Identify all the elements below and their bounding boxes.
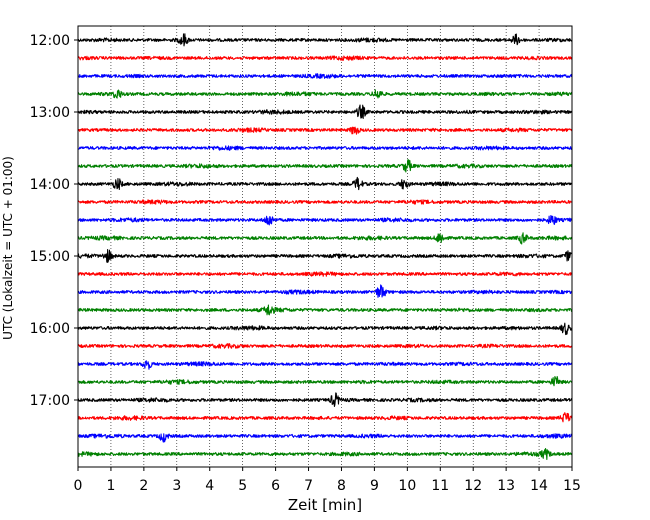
seismogram-trace-1715 <box>77 412 573 423</box>
y-axis-ticks: 12:00 13:00 14:00 15:00 16:00 17:00 <box>30 33 78 409</box>
y-axis-label: UTC (Lokalzeit = UTC + 01:00) <box>1 156 15 340</box>
y-tick-label: 12:00 <box>30 33 70 49</box>
seismogram-trace-1215 <box>77 55 573 61</box>
seismogram-trace-1700 <box>77 392 573 408</box>
x-tick-label: 7 <box>304 478 313 494</box>
x-tick-label: 14 <box>530 478 548 494</box>
x-tick-label: 2 <box>139 478 148 494</box>
seismogram-trace-1645 <box>77 375 573 387</box>
seismogram-trace-1500 <box>77 249 573 264</box>
x-tick-label: 8 <box>337 478 346 494</box>
seismogram-trace-1745 <box>77 447 573 460</box>
seismogram-trace-1200 <box>77 33 573 47</box>
seismogram-trace-1630 <box>77 360 573 370</box>
x-axis-label: Zeit [min] <box>288 496 362 514</box>
seismogram-trace-1415 <box>77 199 573 205</box>
y-tick-label: 14:00 <box>30 177 70 193</box>
seismogram-trace-1445 <box>77 232 573 245</box>
y-tick-label: 15:00 <box>30 249 70 265</box>
seismogram-traces <box>77 33 573 460</box>
x-tick-label: 0 <box>74 478 83 494</box>
seismogram-trace-1230 <box>77 73 573 79</box>
y-tick-label: 17:00 <box>30 393 70 409</box>
x-tick-label: 12 <box>464 478 482 494</box>
seismogram-trace-1430 <box>77 215 573 226</box>
y-tick-label: 13:00 <box>30 105 70 121</box>
x-tick-label: 11 <box>431 478 449 494</box>
seismogram-trace-1400 <box>77 176 573 191</box>
x-tick-label: 10 <box>398 478 416 494</box>
seismogram-trace-1515 <box>77 271 573 277</box>
x-tick-label: 5 <box>238 478 247 494</box>
x-tick-label: 1 <box>106 478 115 494</box>
seismogram-trace-1345 <box>77 158 573 173</box>
x-tick-label: 3 <box>172 478 181 494</box>
x-tick-label: 4 <box>205 478 214 494</box>
seismogram-trace-1530 <box>77 284 573 298</box>
x-tick-label: 6 <box>271 478 280 494</box>
seismogram-trace-1615 <box>77 343 573 349</box>
seismogram-trace-1300 <box>77 104 573 120</box>
seismogram-trace-1730 <box>77 433 573 443</box>
x-axis-ticks: 0 1 2 3 4 5 6 7 8 9 10 11 12 13 14 15 <box>74 467 581 494</box>
seismogram-trace-1330 <box>77 145 573 151</box>
seismogram-trace-1545 <box>77 304 573 316</box>
y-tick-label: 16:00 <box>30 321 70 337</box>
x-tick-label: 9 <box>370 478 379 494</box>
seismogram-trace-1315 <box>77 126 573 135</box>
plot-frame <box>77 25 573 468</box>
seismogram-trace-1600 <box>77 322 573 336</box>
x-tick-label: 13 <box>497 478 515 494</box>
x-tick-label: 15 <box>563 478 581 494</box>
seismogram-trace-1245 <box>77 89 573 99</box>
